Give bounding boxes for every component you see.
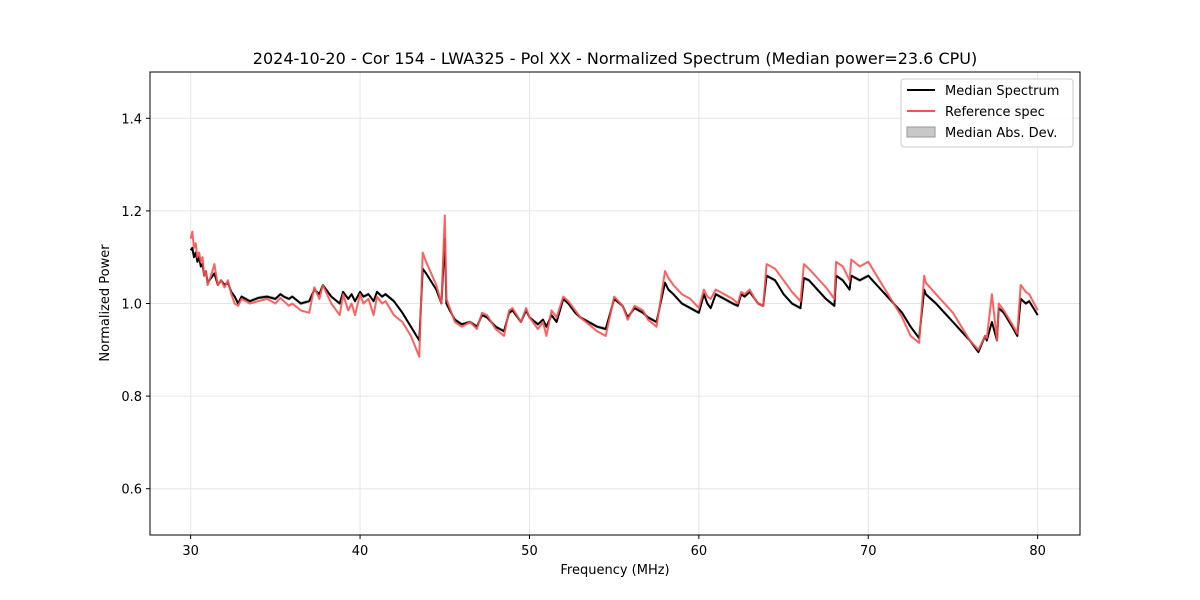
- y-tick-label: 0.6: [121, 483, 142, 498]
- x-tick-label: 60: [691, 544, 708, 559]
- y-tick-label: 0.8: [121, 390, 142, 405]
- chart-title: 2024-10-20 - Cor 154 - LWA325 - Pol XX -…: [253, 49, 977, 68]
- legend-mad-swatch: [906, 126, 936, 138]
- legend-reference-label: Reference spec: [945, 105, 1045, 120]
- legend-median-label: Median Spectrum: [945, 84, 1059, 99]
- axis-ticks: 30 40 50 60 70 80 0.6 0.8 1.0 1.2 1.4: [121, 112, 1046, 559]
- y-tick-label: 1.2: [121, 205, 142, 220]
- x-tick-label: 70: [860, 544, 877, 559]
- y-tick-label: 1.0: [121, 298, 142, 313]
- x-tick-label: 30: [182, 544, 199, 559]
- legend-box: [900, 78, 1074, 148]
- legend: Median Spectrum Reference spec Median Ab…: [900, 78, 1074, 148]
- plot-area: [189, 214, 1039, 358]
- x-tick-label: 40: [352, 544, 369, 559]
- legend-mad-label: Median Abs. Dev.: [945, 126, 1057, 141]
- y-tick-label: 1.4: [121, 112, 142, 127]
- x-tick-label: 80: [1029, 544, 1046, 559]
- x-tick-label: 50: [521, 544, 538, 559]
- reference-spectrum-line: [189, 214, 1039, 358]
- x-axis-label: Frequency (MHz): [560, 563, 669, 578]
- median-spectrum-line: [189, 237, 1039, 354]
- grid-lines: [150, 72, 1080, 535]
- y-axis-label: Normalized Power: [98, 244, 113, 362]
